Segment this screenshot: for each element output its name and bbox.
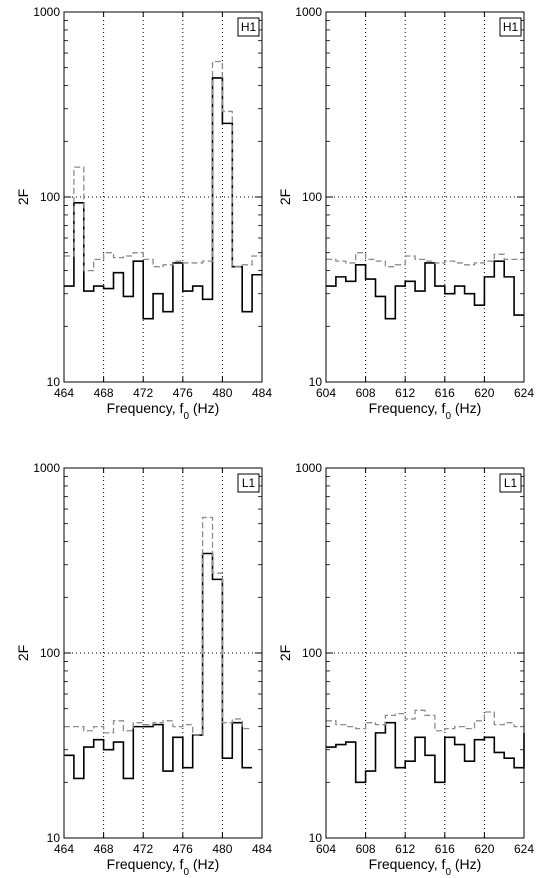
x-tick-label: 620 bbox=[474, 386, 494, 400]
y-tick-label: 1000 bbox=[33, 5, 60, 19]
y-tick-label: 10 bbox=[309, 831, 323, 845]
y-tick-label: 10 bbox=[47, 375, 61, 389]
x-tick-label: 468 bbox=[94, 386, 114, 400]
x-tick-label: 484 bbox=[252, 842, 272, 856]
x-tick-label: 472 bbox=[133, 386, 153, 400]
panel-1: 464 468 472 476 480 484 10 100 1000 2F Frequency, … bbox=[15, 5, 272, 422]
x-tick-label: 620 bbox=[474, 842, 494, 856]
y-tick-label: 100 bbox=[40, 190, 60, 204]
x-tick-label: 480 bbox=[212, 386, 232, 400]
x-tick-label: 608 bbox=[356, 842, 376, 856]
y-tick-label: 10 bbox=[47, 831, 61, 845]
detector-label: L1 bbox=[242, 476, 256, 490]
x-tick-label: 624 bbox=[514, 842, 534, 856]
x-tick-label: 464 bbox=[54, 386, 74, 400]
panel-3: 464 468 472 476 480 484 10 100 1000 2F Frequency, … bbox=[15, 461, 272, 878]
series-line-solid bbox=[326, 260, 524, 320]
series-line-solid bbox=[64, 77, 262, 320]
y-tick-label: 100 bbox=[302, 190, 322, 204]
detector-label: H1 bbox=[241, 20, 257, 34]
detector-label: L1 bbox=[504, 476, 518, 490]
x-tick-label: 472 bbox=[133, 842, 153, 856]
y-tick-label: 100 bbox=[40, 646, 60, 660]
x-tick-label: 608 bbox=[356, 386, 376, 400]
x-tick-label: 624 bbox=[514, 386, 534, 400]
x-tick-label: 468 bbox=[94, 842, 114, 856]
series-line-dashed bbox=[326, 252, 524, 268]
x-tick-label: 612 bbox=[395, 386, 415, 400]
y-axis-label: 2F bbox=[15, 645, 31, 661]
x-tick-label: 484 bbox=[252, 386, 272, 400]
x-axis-label: Frequency, f0 (Hz) bbox=[107, 856, 220, 878]
x-tick-label: 612 bbox=[395, 842, 415, 856]
x-axis-label: Frequency, f0 (Hz) bbox=[369, 400, 482, 422]
panel-4: 604 608 612 616 620 624 10 100 1000 2F Frequency, … bbox=[277, 461, 534, 878]
series-line-solid bbox=[326, 721, 525, 784]
x-tick-label: 616 bbox=[435, 386, 455, 400]
y-tick-label: 10 bbox=[309, 375, 323, 389]
detector-label-box bbox=[237, 17, 260, 37]
x-tick-label: 604 bbox=[316, 842, 336, 856]
detector-label-box bbox=[499, 473, 522, 493]
y-axis-label: 2F bbox=[277, 189, 293, 205]
y-tick-label: 1000 bbox=[33, 461, 60, 475]
series-line-dashed bbox=[64, 60, 262, 272]
x-axis-label: Frequency, f0 (Hz) bbox=[107, 400, 220, 422]
detector-label-box bbox=[499, 17, 522, 37]
x-tick-label: 464 bbox=[54, 842, 74, 856]
x-tick-label: 480 bbox=[212, 842, 232, 856]
x-tick-label: 476 bbox=[173, 842, 193, 856]
y-tick-label: 1000 bbox=[295, 5, 322, 19]
y-tick-label: 1000 bbox=[295, 461, 322, 475]
x-axis-label: Frequency, f0 (Hz) bbox=[369, 856, 482, 878]
x-tick-label: 616 bbox=[435, 842, 455, 856]
series-line-dashed bbox=[64, 516, 253, 736]
x-tick-label: 604 bbox=[316, 386, 336, 400]
panel-2: 604 608 612 616 620 624 10 100 1000 2F Frequency, … bbox=[277, 5, 534, 422]
series-line-dashed bbox=[326, 709, 525, 732]
y-axis-label: 2F bbox=[15, 189, 31, 205]
y-tick-label: 100 bbox=[302, 646, 322, 660]
detector-label-box bbox=[237, 473, 260, 493]
y-axis-label: 2F bbox=[277, 645, 293, 661]
detector-label: H1 bbox=[503, 20, 519, 34]
x-tick-label: 476 bbox=[173, 386, 193, 400]
